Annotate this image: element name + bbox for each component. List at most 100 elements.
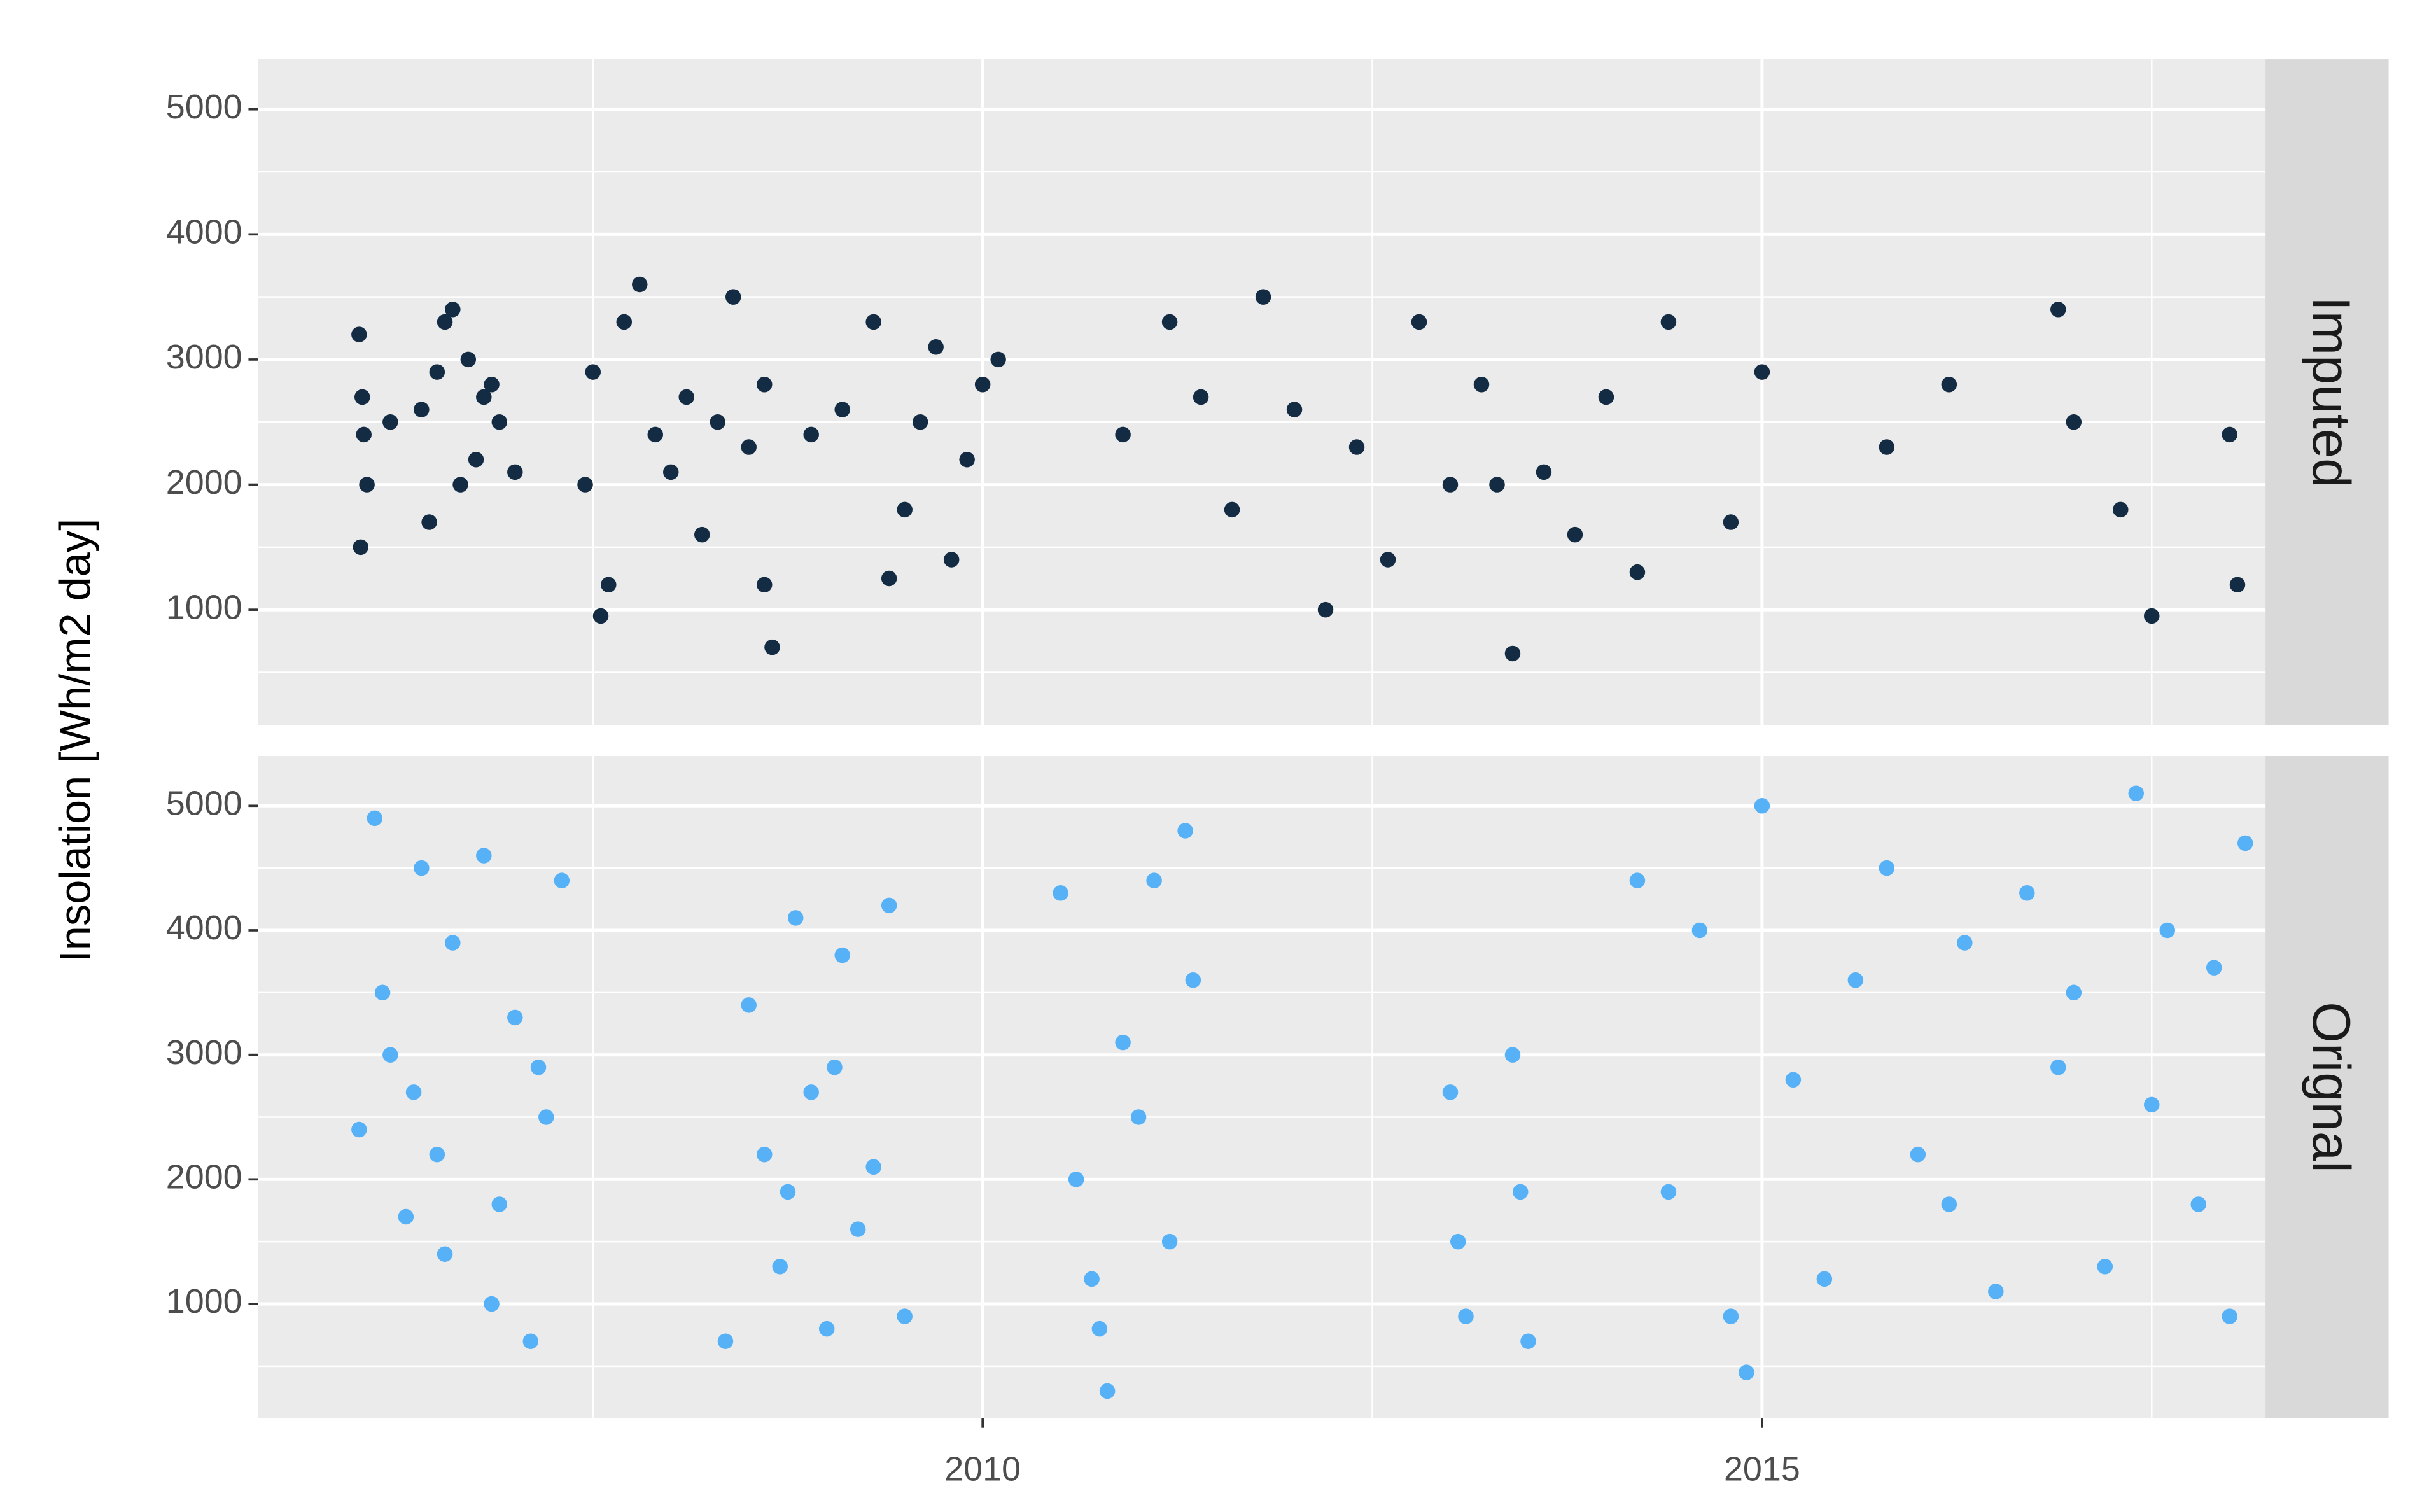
point (2229, 577, 2246, 593)
point (1286, 402, 1303, 417)
panel-background (258, 756, 2266, 1419)
point (897, 1308, 913, 1324)
point (1941, 1196, 1957, 1212)
point (2144, 608, 2160, 624)
point (351, 1121, 367, 1138)
point (1380, 552, 1396, 568)
strip-background (2265, 59, 2389, 725)
point (592, 608, 609, 624)
y-tick-label: 2000 (166, 463, 242, 501)
point (1879, 439, 1895, 455)
x-tick-label: 2010 (944, 1450, 1021, 1488)
point (437, 1246, 453, 1262)
point (1691, 922, 1708, 939)
point (414, 860, 430, 876)
point (1910, 1146, 1926, 1163)
point (2050, 302, 2066, 318)
point (834, 947, 850, 963)
point (445, 302, 461, 318)
point (359, 477, 375, 493)
point (1099, 1383, 1116, 1399)
point (585, 364, 601, 380)
point (1847, 972, 1864, 988)
point (1629, 564, 1646, 580)
point (554, 872, 570, 888)
point (1068, 1172, 1084, 1187)
point (974, 377, 991, 393)
point (647, 426, 664, 443)
point (1146, 872, 1162, 888)
point (1115, 426, 1131, 443)
point (382, 414, 398, 430)
point (374, 984, 391, 1001)
point (1879, 860, 1895, 876)
point (491, 1196, 508, 1212)
point (476, 389, 492, 405)
point (601, 577, 617, 593)
point (1489, 477, 1505, 493)
point (764, 639, 780, 655)
point (1161, 1233, 1178, 1250)
point (632, 276, 648, 293)
point (1988, 1284, 2004, 1299)
point (850, 1221, 866, 1237)
point (452, 477, 468, 493)
point (1536, 464, 1552, 480)
point (881, 897, 897, 914)
point (421, 514, 437, 530)
point (2222, 1308, 2237, 1324)
point (834, 402, 850, 417)
point (959, 451, 975, 468)
point (429, 364, 445, 380)
point (741, 439, 757, 455)
point (865, 314, 881, 330)
point (1177, 823, 1193, 839)
point (678, 389, 694, 405)
point (663, 464, 679, 480)
point (1411, 314, 1427, 330)
point (468, 451, 484, 468)
y-tick-label: 1000 (166, 588, 242, 626)
point (1629, 872, 1646, 888)
point (1723, 1308, 1739, 1324)
point (780, 1184, 796, 1200)
point (491, 414, 508, 430)
point (1084, 1271, 1100, 1287)
point (1520, 1333, 1536, 1349)
point (741, 997, 757, 1013)
point (772, 1259, 788, 1275)
point (1130, 1109, 1147, 1125)
point (2066, 414, 2082, 430)
point (725, 289, 741, 305)
point (943, 552, 960, 568)
point (507, 1009, 523, 1026)
point (353, 539, 369, 556)
point (484, 377, 500, 393)
y-tick-label: 4000 (166, 213, 242, 251)
point (1754, 798, 1770, 814)
point (787, 910, 804, 926)
point (354, 389, 370, 405)
point (1053, 885, 1068, 901)
point (356, 426, 372, 443)
point (1185, 972, 1201, 988)
point (1941, 377, 1957, 393)
point (437, 314, 453, 330)
point (694, 526, 710, 543)
point (2159, 922, 2176, 939)
point (484, 1296, 500, 1312)
point (2097, 1259, 2113, 1275)
facet-label: Orignal (2302, 1002, 2361, 1172)
point (2066, 984, 2082, 1001)
point (530, 1059, 547, 1075)
panel-background (258, 59, 2266, 725)
point (1193, 389, 1209, 405)
y-tick-label: 3000 (166, 1033, 242, 1072)
point (1442, 477, 1459, 493)
point (367, 810, 383, 827)
point (1161, 314, 1178, 330)
point (405, 1084, 422, 1100)
point (429, 1146, 445, 1163)
point (717, 1333, 734, 1349)
point (351, 326, 367, 342)
